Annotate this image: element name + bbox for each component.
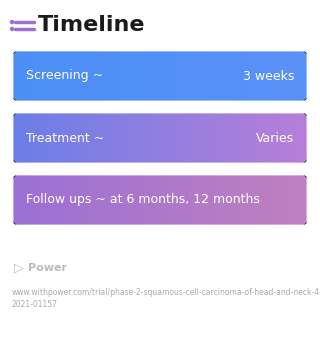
Text: 3 weeks: 3 weeks <box>243 69 294 82</box>
Text: Treatment ~: Treatment ~ <box>26 132 104 144</box>
PathPatch shape <box>12 50 308 102</box>
PathPatch shape <box>12 112 308 164</box>
Text: Screening ~: Screening ~ <box>26 69 103 82</box>
Text: Timeline: Timeline <box>38 15 146 35</box>
Text: www.withpower.com/trial/phase-2-squamous-cell-carcinoma-of-head-and-neck-4-
2021: www.withpower.com/trial/phase-2-squamous… <box>12 288 320 309</box>
PathPatch shape <box>12 174 308 226</box>
Circle shape <box>11 27 13 31</box>
Text: Follow ups ~ at 6 months, 12 months: Follow ups ~ at 6 months, 12 months <box>26 194 260 206</box>
Circle shape <box>11 20 13 23</box>
Text: Varies: Varies <box>256 132 294 144</box>
Text: ▷: ▷ <box>14 261 24 275</box>
Text: Power: Power <box>28 263 67 273</box>
